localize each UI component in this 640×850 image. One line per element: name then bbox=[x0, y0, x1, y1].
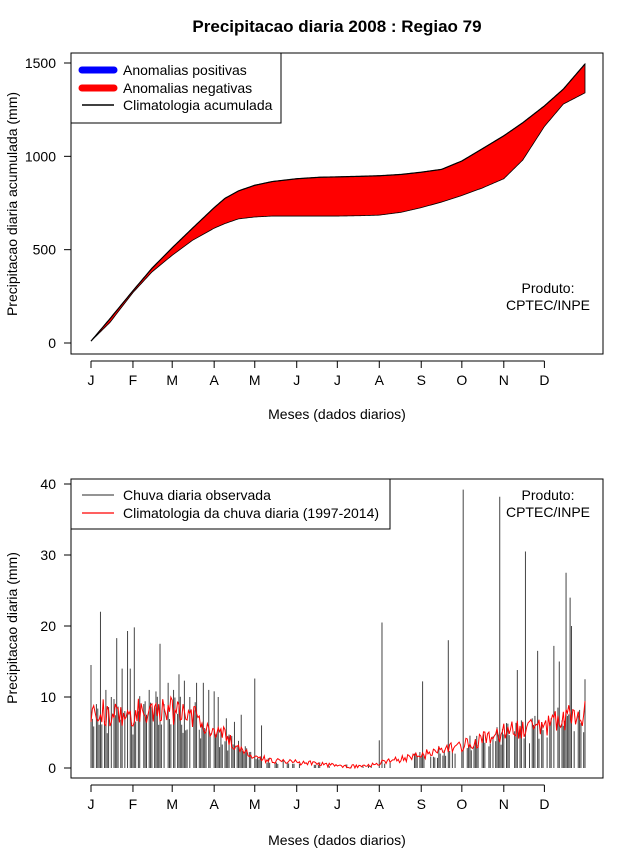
x-tick-label: J bbox=[293, 372, 300, 388]
legend: Anomalias positivas Anomalias negativas … bbox=[70, 52, 282, 124]
x-tick-label: O bbox=[456, 796, 467, 812]
x-tick-label: D bbox=[539, 796, 549, 812]
climatology-daily-line bbox=[90, 695, 586, 770]
y-tick-label: 10 bbox=[40, 689, 56, 705]
figure-title: Precipitacao diaria 2008 : Regiao 79 bbox=[192, 17, 481, 36]
cumulative-chart: 0 500 1000 1500 J F M A M J J A S O N D Meses (dados d… bbox=[4, 52, 604, 422]
legend-label-climatology: Climatologia acumulada bbox=[123, 97, 273, 113]
x-tick-label: J bbox=[293, 796, 300, 812]
product-label: Produto: bbox=[522, 280, 575, 296]
x-tick-label: J bbox=[88, 796, 95, 812]
product-source: CPTEC/INPE bbox=[506, 504, 590, 520]
legend: Chuva diaria observada Climatologia da c… bbox=[70, 478, 391, 530]
x-tick-label: D bbox=[539, 372, 549, 388]
x-tick-label: S bbox=[417, 796, 426, 812]
y-tick-label: 0 bbox=[48, 760, 56, 776]
legend-label-negative: Anomalias negativas bbox=[123, 80, 252, 96]
y-axis-label: Precipitacao diaria (mm) bbox=[4, 552, 20, 704]
product-label: Produto: bbox=[522, 487, 575, 503]
daily-chart: 0 10 20 30 40 J F M A M J J A S O N D Meses (dados diar… bbox=[4, 476, 604, 848]
y-axis-label: Precipitacao diaria acumulada (mm) bbox=[4, 92, 20, 316]
x-tick-label: A bbox=[375, 796, 385, 812]
y-tick-label: 20 bbox=[40, 618, 56, 634]
legend-label-climatology: Climatologia da chuva diaria (1997-2014) bbox=[123, 505, 379, 521]
x-tick-label: M bbox=[249, 796, 261, 812]
x-tick-label: N bbox=[499, 796, 509, 812]
y-tick-label: 0 bbox=[48, 335, 56, 351]
x-tick-label: J bbox=[88, 372, 95, 388]
x-tick-label: A bbox=[209, 796, 219, 812]
x-axis-label: Meses (dados diarios) bbox=[268, 832, 406, 848]
x-tick-label: J bbox=[334, 372, 341, 388]
x-axis-label: Meses (dados diarios) bbox=[268, 406, 406, 422]
y-tick-label: 30 bbox=[40, 547, 56, 563]
y-tick-label: 40 bbox=[40, 476, 56, 492]
y-tick-label: 500 bbox=[33, 242, 57, 258]
x-tick-label: O bbox=[456, 372, 467, 388]
x-tick-label: M bbox=[166, 372, 178, 388]
x-tick-label: M bbox=[166, 796, 178, 812]
climatology-cumulative-line bbox=[90, 63, 586, 342]
y-axis: 0 500 1000 1500 bbox=[25, 55, 71, 351]
y-axis: 0 10 20 30 40 bbox=[40, 476, 71, 776]
y-tick-label: 1500 bbox=[25, 55, 56, 71]
x-tick-label: N bbox=[499, 372, 509, 388]
x-tick-label: F bbox=[129, 372, 138, 388]
legend-box bbox=[70, 478, 391, 530]
x-tick-label: M bbox=[249, 372, 261, 388]
x-tick-label: J bbox=[334, 796, 341, 812]
plot-frame bbox=[70, 52, 604, 355]
x-tick-label: A bbox=[209, 372, 219, 388]
legend-label-positive: Anomalias positivas bbox=[123, 62, 247, 78]
x-tick-label: A bbox=[375, 372, 385, 388]
legend-label-observed: Chuva diaria observada bbox=[123, 487, 271, 503]
x-tick-label: F bbox=[129, 796, 138, 812]
product-source: CPTEC/INPE bbox=[506, 297, 590, 313]
y-tick-label: 1000 bbox=[25, 148, 56, 164]
x-tick-label: S bbox=[417, 372, 426, 388]
